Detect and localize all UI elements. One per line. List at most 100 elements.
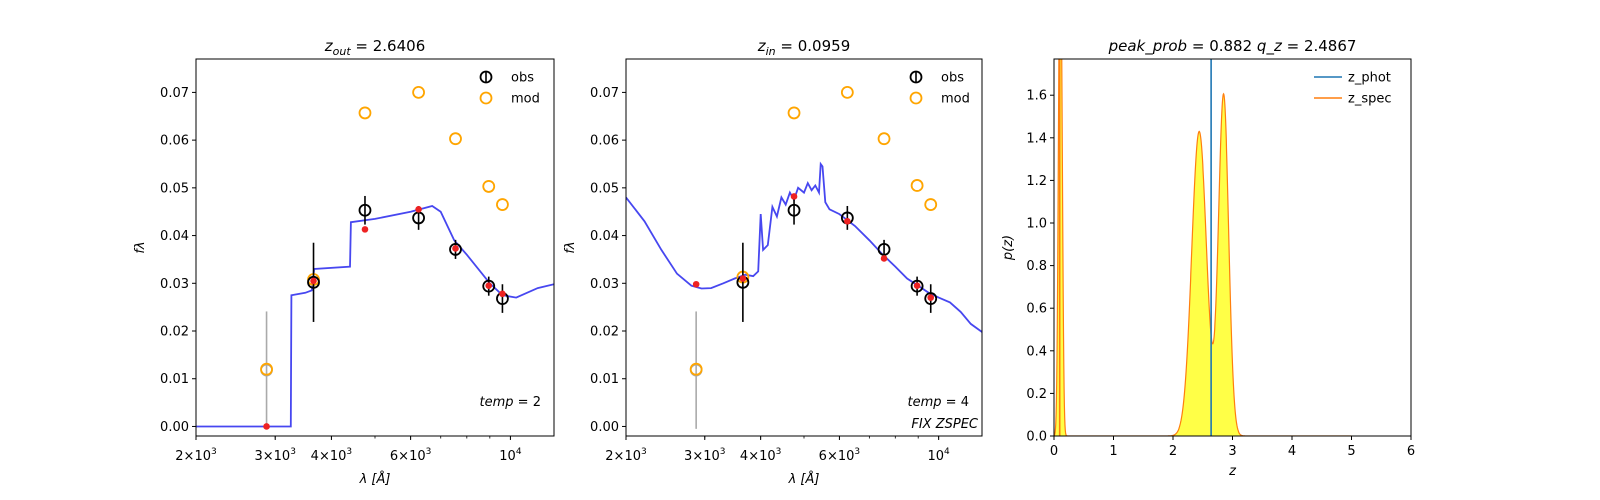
y-tick-label: 0.04 (590, 229, 619, 244)
x-tick-label: 6×103 (390, 447, 431, 464)
y-tick-label: 0.06 (160, 134, 189, 149)
obs-point (358, 203, 372, 217)
sed-model-line (196, 205, 554, 428)
panel-2: zin = 0.0959 0.00 0.01 0.02 0.03 0.04 0.05 0.06… (563, 37, 983, 487)
y-tick-label: 0.02 (590, 325, 619, 340)
axes-frame (1053, 58, 1412, 437)
y-tick-label: 0.02 (160, 325, 189, 340)
x-tick-label: 4×103 (740, 447, 781, 464)
mod-point (910, 179, 924, 192)
x-tick-label: 4×103 (311, 447, 352, 464)
model-flux-point (880, 255, 888, 262)
x-tick-label: 6 (1407, 444, 1415, 459)
x-tick-label: 2×103 (605, 447, 646, 464)
plot-area (626, 86, 982, 429)
model-flux-point (692, 280, 700, 288)
panel-title: zout = 2.6406 (324, 37, 426, 58)
legend: obs mod (479, 70, 540, 107)
legend: z_phot z_spec (1314, 71, 1392, 107)
panel-3: peak_prob = 0.882 q_z = 2.4867 0.0 0.2 0.4 0… (1001, 37, 1415, 479)
y-tick-label: 0.05 (160, 181, 189, 196)
y-tick-label: 0.00 (590, 420, 619, 435)
y-tick-label: 0.07 (160, 86, 189, 101)
obs-point (449, 243, 462, 256)
model-flux-point (310, 277, 317, 285)
model-flux-point (927, 294, 935, 301)
panel-title: peak_prob = 0.882 q_z = 2.4867 (1108, 37, 1357, 56)
x-tick-label: 3×103 (684, 447, 725, 464)
y-tick-label: 0.03 (590, 277, 619, 292)
legend-mod-marker (479, 91, 493, 105)
panel-title: zin = 0.0959 (757, 37, 851, 58)
template-annotation: temp = 2 (480, 395, 541, 410)
x-tick-label: 2×103 (175, 447, 216, 464)
y-tick-label: 0.01 (590, 372, 619, 387)
model-flux-point (485, 282, 493, 289)
y-tick-label: 0.00 (160, 420, 189, 435)
axes-frame (625, 58, 983, 437)
mod-point (689, 362, 703, 376)
model-flux-point (844, 217, 851, 225)
y-tick-label: 0.2 (1026, 387, 1047, 402)
obs-point (787, 203, 801, 217)
pz-curve (1054, 59, 1352, 436)
y-axis-label: fλ (133, 241, 148, 253)
model-flux-point (739, 275, 747, 282)
obs-point (307, 275, 320, 289)
x-tick-label: 3×103 (254, 447, 295, 464)
plot-area (196, 86, 554, 430)
obs-point (877, 243, 891, 256)
y-tick-label: 0.01 (160, 372, 189, 387)
mod-point (482, 180, 496, 193)
panel-1: zout = 2.6406 0.00 0.01 0.02 0.03 0.04 0.05 0.0… (133, 37, 555, 487)
mod-point (787, 106, 801, 120)
mod-point (358, 106, 372, 120)
sed-model-line (626, 161, 982, 333)
y-tick-label: 0.03 (160, 277, 189, 292)
fix-zspec-annotation: FIX ZSPEC (911, 417, 979, 432)
y-tick-label: 1.6 (1026, 89, 1047, 104)
model-flux-point (452, 245, 459, 252)
model-flux-point (415, 206, 422, 213)
y-axis-label: p(z) (1001, 235, 1016, 261)
model-flux-point (361, 226, 369, 233)
y-tick-label: 0.8 (1026, 259, 1047, 274)
plot-area (1054, 59, 1352, 436)
y-tick-label: 0.4 (1026, 344, 1047, 359)
mod-point (449, 132, 462, 146)
y-tick-label: 0.04 (160, 229, 189, 244)
pz-fill (1054, 59, 1352, 436)
y-tick-label: 0.06 (590, 134, 619, 149)
x-tick-label: 104 (499, 447, 522, 464)
legend-mod-label: mod (941, 92, 970, 107)
model-flux-point (913, 282, 921, 289)
y-tick-label: 0.05 (590, 181, 619, 196)
legend-obs-marker (909, 70, 923, 84)
y-tick-label: 1.0 (1026, 217, 1047, 232)
legend-obs-marker (479, 70, 493, 84)
x-tick-label: 2 (1169, 444, 1177, 459)
mod-point (496, 198, 509, 211)
y-tick-label: 1.2 (1026, 174, 1047, 189)
legend-mod-label: mod (511, 92, 540, 107)
template-annotation: temp = 4 (908, 395, 969, 410)
x-axis-label: λ [Å] (788, 471, 820, 487)
model-flux-point (790, 193, 798, 200)
x-axis-label: λ [Å] (359, 471, 391, 487)
y-tick-label: 1.4 (1026, 131, 1047, 146)
x-tick-label: 6×103 (819, 447, 860, 464)
x-tick-label: 3 (1228, 444, 1236, 459)
obs-point (910, 279, 924, 293)
mod-point (877, 132, 891, 146)
y-axis-label: fλ (563, 241, 578, 253)
axes-frame (195, 58, 555, 437)
model-flux-point (263, 423, 270, 430)
x-tick-label: 5 (1347, 444, 1355, 459)
x-tick-label: 104 (928, 447, 951, 464)
x-axis-label: z (1228, 464, 1237, 479)
legend-obs-label: obs (941, 71, 964, 86)
mod-point (260, 362, 273, 376)
mod-point (412, 86, 425, 99)
legend: obs mod (909, 70, 970, 107)
